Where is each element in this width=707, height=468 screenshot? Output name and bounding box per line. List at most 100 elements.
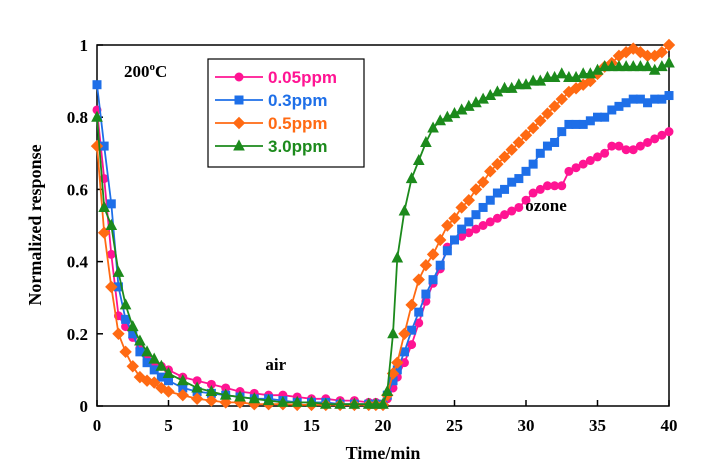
data-point bbox=[155, 359, 168, 371]
data-point bbox=[381, 384, 394, 397]
data-point bbox=[248, 392, 261, 404]
data-point bbox=[541, 107, 554, 120]
data-point bbox=[471, 224, 481, 234]
data-point bbox=[485, 217, 495, 227]
legend-item: 0.5ppm bbox=[215, 114, 328, 133]
data-point bbox=[664, 91, 674, 101]
data-point bbox=[514, 202, 524, 212]
data-point bbox=[471, 210, 481, 220]
data-point bbox=[514, 174, 524, 184]
data-point bbox=[112, 265, 125, 277]
data-point bbox=[412, 153, 425, 166]
data-point bbox=[370, 397, 382, 409]
legend-item: 0.3ppm bbox=[215, 91, 328, 110]
data-point bbox=[478, 202, 488, 212]
data-point bbox=[641, 60, 654, 72]
data-point bbox=[219, 388, 232, 400]
x-tick-label: 20 bbox=[375, 416, 392, 435]
legend-label: 0.3ppm bbox=[268, 91, 328, 110]
data-point bbox=[512, 136, 526, 149]
data-point bbox=[541, 70, 554, 82]
data-point bbox=[614, 141, 624, 151]
data-point bbox=[478, 221, 488, 230]
data-point bbox=[377, 397, 389, 409]
series-0.5ppm bbox=[90, 38, 676, 412]
data-point bbox=[534, 114, 547, 128]
data-point bbox=[126, 320, 139, 332]
legend-entries: 0.05ppm 0.3ppm 0.5ppm 3.0ppm bbox=[215, 68, 337, 156]
data-point bbox=[448, 212, 461, 225]
data-point bbox=[655, 46, 669, 59]
data-point bbox=[600, 148, 610, 158]
data-point bbox=[450, 235, 459, 245]
data-point bbox=[162, 385, 175, 398]
data-point bbox=[535, 148, 545, 158]
data-point bbox=[557, 181, 567, 191]
data-point bbox=[119, 298, 132, 310]
data-point bbox=[334, 397, 346, 409]
y-tick-label: 0.2 bbox=[67, 325, 88, 344]
y-tick-label: 0 bbox=[80, 397, 89, 416]
series-line bbox=[96, 109, 670, 406]
data-point bbox=[498, 150, 511, 164]
x-tick-label: 15 bbox=[303, 416, 320, 435]
data-point bbox=[421, 289, 431, 299]
x-axis-label: Time/min bbox=[346, 443, 421, 463]
data-point bbox=[162, 366, 175, 379]
series-layer bbox=[90, 38, 676, 412]
data-point bbox=[557, 127, 567, 137]
y-tick-label: 0.4 bbox=[67, 253, 89, 272]
data-point bbox=[427, 121, 439, 133]
data-point bbox=[528, 188, 538, 198]
data-point bbox=[476, 175, 490, 189]
data-point bbox=[485, 195, 495, 205]
data-point bbox=[550, 137, 560, 147]
data-point bbox=[291, 395, 304, 407]
legend-item: 0.05ppm bbox=[215, 68, 337, 87]
data-point bbox=[548, 100, 561, 113]
series-3.0ppm bbox=[91, 56, 675, 409]
data-point bbox=[398, 327, 411, 341]
annotation-air: air bbox=[265, 355, 286, 374]
y-tick-label: 0.6 bbox=[67, 180, 88, 199]
data-point bbox=[505, 143, 518, 156]
y-tick-label: 0.8 bbox=[67, 108, 88, 127]
data-point bbox=[613, 60, 625, 72]
data-point bbox=[191, 381, 203, 393]
series-0.3ppm bbox=[92, 80, 674, 409]
data-point bbox=[391, 251, 404, 263]
data-point bbox=[305, 395, 318, 407]
data-point bbox=[664, 127, 674, 137]
data-point bbox=[598, 60, 611, 72]
plot-frame bbox=[96, 44, 670, 407]
x-tick-label: 10 bbox=[232, 416, 249, 435]
data-point bbox=[348, 397, 361, 409]
data-point bbox=[620, 60, 632, 72]
data-point bbox=[205, 384, 218, 397]
data-point bbox=[464, 217, 474, 227]
data-point bbox=[407, 325, 417, 335]
legend-marker bbox=[233, 139, 245, 151]
x-tick-label: 35 bbox=[589, 416, 606, 435]
axis-ticks: 0 5 10 15 20 25 30 35 40 0 0.2 0.4 0.6 0.8 1 bbox=[67, 36, 678, 435]
data-point bbox=[600, 112, 610, 122]
legend-label: 0.05ppm bbox=[268, 68, 337, 87]
data-point bbox=[578, 159, 588, 169]
data-point bbox=[141, 345, 153, 357]
data-point bbox=[433, 233, 447, 247]
data-point bbox=[441, 219, 454, 232]
data-point bbox=[405, 171, 418, 184]
data-point bbox=[563, 70, 575, 82]
data-point bbox=[634, 60, 647, 72]
data-point bbox=[500, 210, 510, 220]
data-point bbox=[455, 201, 468, 214]
data-point bbox=[469, 183, 483, 196]
legend: 0.05ppm 0.3ppm 0.5ppm 3.0ppm bbox=[207, 58, 365, 168]
data-point bbox=[105, 280, 118, 294]
data-point bbox=[526, 121, 540, 135]
legend-label: 0.5ppm bbox=[268, 114, 328, 133]
legend-label: 3.0ppm bbox=[268, 137, 328, 156]
data-point bbox=[262, 394, 275, 406]
data-point bbox=[428, 275, 438, 285]
